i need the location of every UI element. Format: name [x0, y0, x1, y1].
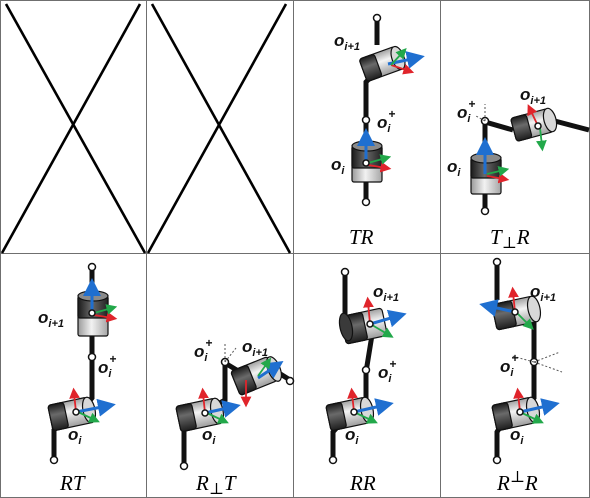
- r-perp-t-label-oiplus: oi+: [194, 336, 212, 364]
- r-sup-perp-r-label-oiplus: oi+: [500, 351, 518, 379]
- revolute-joint-upper: [359, 45, 406, 82]
- r-sup-perp-r-label-oi: oi: [510, 425, 524, 447]
- r-perp-t-label-oi: oi: [202, 425, 216, 447]
- rr-label-oiplus: oi+: [378, 357, 396, 385]
- rt-label-oi1: oi+1: [38, 308, 64, 330]
- tr-label-oi: oi: [331, 155, 345, 177]
- cell-border-2-1: [0, 253, 147, 498]
- rt-label-oi: oi: [68, 425, 82, 447]
- crossed-cell-2: [146, 3, 292, 254]
- revolute-joint-r-perp-t: [175, 397, 225, 432]
- r-sup-perp-r-caption: R⊥R: [496, 469, 538, 495]
- rt-label-oiplus: oi+: [98, 352, 116, 380]
- tr-label-oiplus: oi+: [377, 107, 395, 135]
- tr-caption: TR: [349, 225, 374, 249]
- t-perp-r-caption: T⊥R: [490, 225, 530, 252]
- r-perp-t-diagram: [175, 344, 295, 471]
- rr-diagram: [325, 267, 407, 465]
- r-perp-t-caption: R⊥T: [195, 471, 237, 498]
- r-sup-perp-r-diagram: [479, 257, 563, 465]
- tr-label-oi1: oi+1: [334, 31, 360, 53]
- cell-border-2-4: [440, 253, 590, 498]
- tr-diagram: [351, 13, 425, 207]
- t-perp-r-diagram: [470, 104, 590, 216]
- revolute-joint-rr-upper: [338, 307, 388, 345]
- r-sup-perp-r-label-oi1: oi+1: [530, 282, 556, 304]
- rr-caption: RR: [349, 471, 376, 495]
- prismatic-joint-r-perp-t: [230, 356, 282, 396]
- crossed-cell-1: [0, 3, 147, 254]
- t-perp-r-label-oiplus: oi+: [457, 97, 475, 125]
- rr-label-oi: oi: [345, 425, 359, 447]
- t-perp-r-label-oi1: oi+1: [520, 85, 546, 107]
- rt-caption: RT: [59, 471, 86, 495]
- t-perp-r-label-oi: oi: [447, 157, 461, 179]
- r-perp-t-label-oi1: oi+1: [242, 337, 268, 359]
- tr-oi1-sub: i+1: [344, 41, 360, 53]
- rr-label-oi1: oi+1: [373, 282, 399, 304]
- rt-diagram: [47, 262, 118, 465]
